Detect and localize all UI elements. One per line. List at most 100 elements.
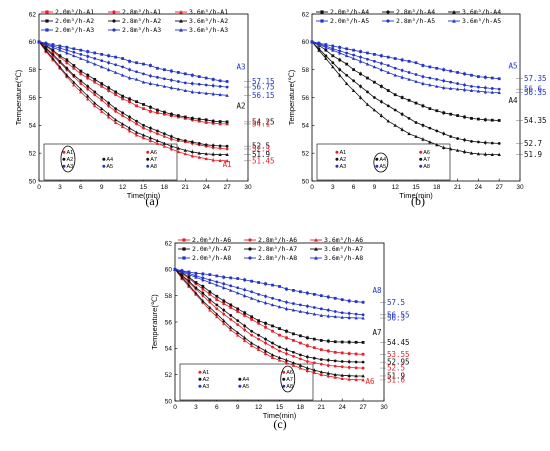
data-point — [361, 378, 365, 382]
data-point — [229, 288, 233, 292]
data-point — [393, 108, 397, 112]
data-point — [372, 65, 377, 69]
legend-entry: 2.0m³/h-A6 — [192, 236, 231, 244]
data-point — [208, 300, 212, 304]
data-point — [183, 148, 187, 152]
data-point — [183, 72, 187, 76]
x-axis-label: Time(min) — [263, 411, 297, 420]
data-point — [187, 272, 191, 276]
y-tick-label: 52 — [302, 150, 310, 157]
legend-entry: 3.6m³/h-A7 — [324, 245, 363, 253]
legend-entry: 2.8m³/h-A5 — [396, 17, 435, 25]
data-point — [194, 275, 198, 279]
data-point — [373, 80, 376, 84]
data-point — [333, 372, 337, 377]
series-line — [174, 268, 364, 363]
inset-label: A8 — [423, 164, 430, 170]
data-point — [134, 130, 139, 134]
end-value-label: 54.45 — [387, 338, 410, 347]
data-point — [476, 89, 481, 93]
data-point — [319, 294, 323, 298]
data-point — [142, 72, 145, 76]
inset-label: A8 — [150, 164, 157, 170]
data-point — [229, 317, 233, 321]
panel-label: (b) — [411, 194, 425, 208]
end-value-label: 56.15 — [252, 91, 275, 100]
data-point — [292, 354, 295, 358]
legend-entry: 2.8m³/h-A2 — [122, 17, 161, 25]
inset-label: A2 — [66, 157, 73, 163]
series-line — [174, 268, 364, 316]
data-point — [197, 90, 201, 95]
legend-marker — [179, 19, 183, 23]
x-tick-label: 27 — [496, 184, 504, 191]
data-point — [449, 80, 453, 84]
data-point — [215, 312, 219, 316]
data-point — [333, 359, 337, 363]
data-point — [156, 66, 159, 70]
y-tick-label: 54 — [29, 123, 37, 130]
inset-label: A3 — [339, 164, 346, 170]
data-point — [218, 152, 222, 156]
data-point — [469, 151, 474, 155]
data-point — [135, 104, 138, 108]
data-point — [319, 370, 323, 374]
data-point — [229, 314, 233, 317]
data-point — [72, 47, 76, 51]
data-point — [361, 313, 365, 317]
data-point — [448, 147, 453, 151]
data-point — [51, 48, 55, 52]
data-point — [114, 90, 118, 94]
inset-dot — [238, 377, 242, 381]
data-point — [299, 290, 302, 294]
data-point — [197, 151, 201, 155]
data-point — [236, 307, 240, 311]
data-point — [135, 122, 138, 126]
x-tick-label: 3 — [58, 184, 62, 191]
legend-entry: 2.0m³/h-A2 — [55, 17, 94, 25]
data-point — [386, 119, 390, 123]
data-point — [208, 280, 212, 284]
inset-highlight-ellipse — [60, 145, 76, 173]
group-annotation: A4 — [509, 96, 519, 105]
legend-marker — [314, 247, 318, 251]
data-point — [93, 104, 97, 108]
x-tick-label: 24 — [203, 184, 211, 191]
data-point — [142, 123, 145, 127]
data-point — [312, 306, 316, 309]
data-point — [352, 48, 355, 52]
data-point — [470, 116, 473, 120]
inset-label: A4 — [106, 157, 113, 163]
data-point — [497, 87, 501, 91]
inset-label: A7 — [150, 157, 157, 163]
legend-marker — [248, 256, 252, 260]
legend-entry: 2.8m³/h-A7 — [258, 245, 297, 253]
data-point — [58, 59, 62, 63]
data-point — [142, 126, 145, 130]
data-point — [173, 267, 177, 271]
data-point — [292, 332, 295, 336]
data-point — [176, 149, 181, 154]
legend-entry: 3.6m³/h-A1 — [189, 8, 228, 16]
inset-label: A6 — [286, 370, 293, 376]
data-point — [299, 303, 302, 307]
data-point — [142, 107, 145, 111]
data-point — [141, 133, 146, 137]
data-point — [312, 292, 316, 296]
x-tick-label: 27 — [223, 184, 231, 191]
data-point — [414, 134, 418, 138]
inset-label: A4 — [379, 157, 386, 163]
data-point — [428, 65, 432, 69]
legend-entry: 2.8m³/h-A4 — [396, 8, 435, 16]
data-point — [51, 56, 55, 60]
data-point — [319, 307, 323, 311]
series-line — [38, 41, 228, 156]
data-point — [373, 52, 376, 56]
inset-dot — [335, 150, 339, 154]
legend-entry: 3.6m³/h-A3 — [189, 26, 228, 34]
data-point — [134, 77, 139, 81]
data-point — [93, 93, 97, 97]
data-point — [365, 102, 370, 106]
data-point — [340, 311, 344, 315]
data-point — [208, 298, 212, 302]
